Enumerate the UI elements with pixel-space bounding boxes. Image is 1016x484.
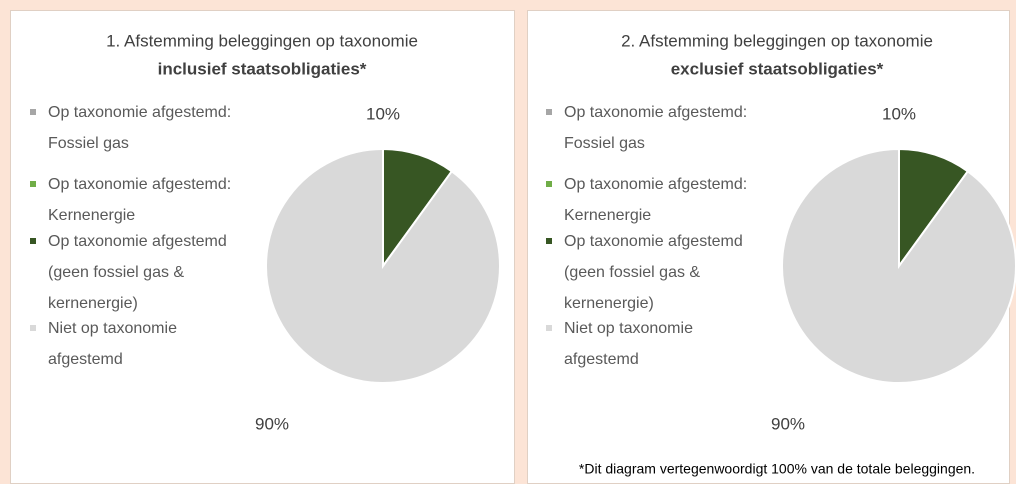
pie-slice	[898, 147, 970, 270]
legend-label: Op taxonomie afgestemd: Kernenergie	[564, 176, 748, 224]
legend-marker	[546, 238, 552, 244]
data-label: 10%	[882, 104, 916, 123]
chart-subtitle: exclusief staatsobligaties*	[671, 59, 884, 78]
legend-item: Op taxonomie afgestemd: Fossiel gas	[546, 97, 761, 159]
pie-slice	[382, 147, 454, 270]
legend-marker	[30, 109, 36, 115]
legend-label: Op taxonomie afgestemd (geen fossiel gas…	[564, 233, 743, 312]
legend-marker	[546, 109, 552, 115]
legend-label: Op taxonomie afgestemd: Kernenergie	[48, 176, 232, 224]
legend-label: Niet op taxonomie afgestemd	[48, 320, 177, 368]
legend-marker	[546, 325, 552, 331]
data-label: 90%	[255, 414, 289, 433]
pie-slice	[781, 147, 1016, 384]
legend-label: Op taxonomie afgestemd (geen fossiel gas…	[48, 233, 227, 312]
footnote: *Dit diagram vertegenwoordigt 100% van d…	[579, 461, 975, 477]
legend-item: Niet op taxonomie afgestemd	[546, 313, 761, 375]
legend-marker	[546, 181, 552, 187]
legend-item: Op taxonomie afgestemd: Fossiel gas	[30, 97, 245, 159]
legend-item: Op taxonomie afgestemd: Kernenergie	[30, 169, 245, 231]
legend-item: Op taxonomie afgestemd (geen fossiel gas…	[546, 226, 761, 319]
legend-item: Niet op taxonomie afgestemd	[30, 313, 245, 375]
legend-item: Op taxonomie afgestemd: Kernenergie	[546, 169, 761, 231]
legend-marker	[30, 325, 36, 331]
legend-marker	[30, 238, 36, 244]
legend-label: Op taxonomie afgestemd: Fossiel gas	[564, 104, 748, 152]
data-label: 90%	[771, 414, 805, 433]
legend-label: Op taxonomie afgestemd: Fossiel gas	[48, 104, 232, 152]
legend-marker	[30, 181, 36, 187]
legend-label: Niet op taxonomie afgestemd	[564, 320, 693, 368]
data-label: 10%	[366, 104, 400, 123]
chart-subtitle: inclusief staatsobligaties*	[158, 59, 367, 78]
chart-title: 2. Afstemming beleggingen op taxonomie	[621, 31, 933, 50]
legend-item: Op taxonomie afgestemd (geen fossiel gas…	[30, 226, 245, 319]
pie-slice	[265, 147, 501, 384]
chart-title: 1. Afstemming beleggingen op taxonomie	[106, 31, 418, 50]
